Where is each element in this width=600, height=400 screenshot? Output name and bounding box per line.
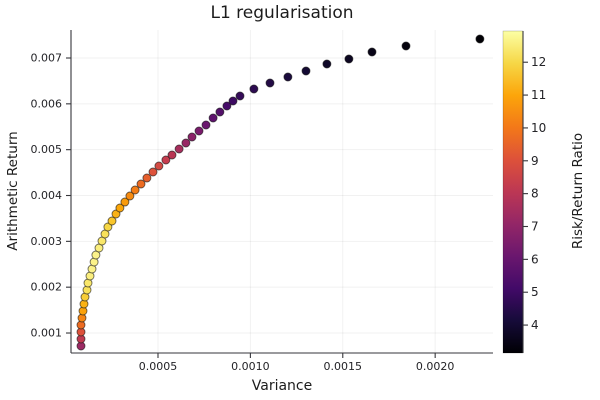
scatter-point: [475, 34, 485, 44]
colorbar-tick-label: 8: [531, 187, 539, 201]
scatter-point: [154, 161, 164, 171]
colorbar-tick-label: 4: [531, 318, 539, 332]
colorbar-label: Risk/Return Ratio: [570, 132, 586, 250]
y-tick-label: 0.001: [31, 327, 63, 340]
scatter-point: [142, 173, 152, 183]
x-axis-label: Variance: [251, 378, 313, 394]
colorbar-tick-label: 7: [531, 220, 539, 234]
x-tick-label: 0.0005: [139, 360, 178, 373]
y-tick-label: 0.005: [31, 143, 63, 156]
x-tick-label: 0.0015: [324, 360, 363, 373]
colorbar-tick-label: 10: [531, 121, 546, 135]
colorbar-tick-label: 9: [531, 154, 539, 168]
scatter-point: [148, 167, 158, 177]
y-tick-label: 0.002: [31, 281, 63, 294]
scatter-point: [367, 47, 377, 57]
scatter-point: [194, 126, 204, 136]
colorbar-tick-label: 12: [531, 55, 546, 69]
scatter-point: [161, 155, 171, 165]
y-tick-label: 0.004: [31, 189, 63, 202]
scatter-point: [265, 78, 275, 88]
scatter-point: [249, 84, 259, 94]
y-tick-label: 0.006: [31, 97, 63, 110]
x-tick-label: 0.0010: [231, 360, 270, 373]
scatter-point: [181, 138, 191, 148]
scatter-point: [283, 72, 293, 82]
y-axis-label: Arithmetic Return: [5, 131, 21, 251]
x-tick-label: 0.0020: [416, 360, 455, 373]
scatter-point: [187, 132, 197, 142]
scatter-point: [103, 222, 113, 232]
colorbar-tick-label: 11: [531, 88, 546, 102]
scatter-point: [201, 120, 211, 130]
colorbar-bar: [502, 30, 524, 354]
scatter-point: [235, 91, 245, 101]
scatter-point: [125, 191, 135, 201]
scatter-point: [120, 197, 130, 207]
colorbar-tick-label: 6: [531, 252, 539, 266]
y-tick-label: 0.007: [31, 52, 63, 65]
scatter-point: [115, 203, 125, 213]
scatter-point: [228, 96, 238, 106]
colorbar-tick-label: 5: [531, 285, 539, 299]
scatter-point: [344, 54, 354, 64]
scatter-point: [215, 107, 225, 117]
chart-title: L1 regularisation: [210, 3, 354, 23]
scatter-point: [322, 59, 332, 69]
y-tick-label: 0.003: [31, 235, 63, 248]
scatter-point: [208, 113, 218, 123]
scatter-point: [167, 150, 177, 160]
scatter-point: [130, 185, 140, 195]
scatter-point: [136, 179, 146, 189]
scatter-point: [174, 144, 184, 154]
scatter-point: [401, 41, 411, 51]
scatter-point: [222, 101, 232, 111]
scatter-point: [107, 216, 117, 226]
scatter-point: [301, 66, 311, 76]
